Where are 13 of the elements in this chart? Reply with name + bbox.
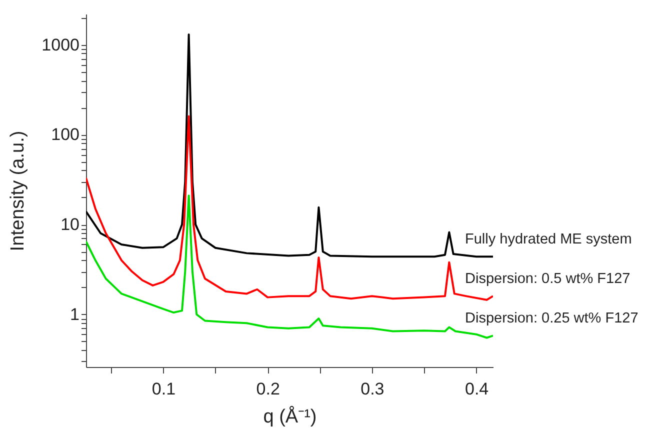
series-label: Dispersion: 0.5 wt% F127 — [465, 271, 630, 288]
y-tick-label: 10 — [60, 215, 80, 234]
x-tick-label: 0.4 — [464, 380, 489, 398]
y-tick-label: 1 — [70, 304, 80, 324]
x-axis-title: q (Å⁻¹) — [263, 406, 317, 428]
x-tick-label: 0.2 — [256, 380, 280, 398]
y-tick-label: 100 — [51, 125, 80, 144]
x-tick-label: 0.3 — [360, 380, 384, 398]
y-axis-title: Intensity (a.u.) — [8, 130, 29, 252]
x-tick-label: 0.1 — [152, 380, 176, 398]
series-label: Dispersion: 0.25 wt% F127 — [465, 310, 638, 327]
series-label: Fully hydrated ME system — [465, 232, 632, 248]
y-tick-label: 1000 — [42, 35, 80, 54]
